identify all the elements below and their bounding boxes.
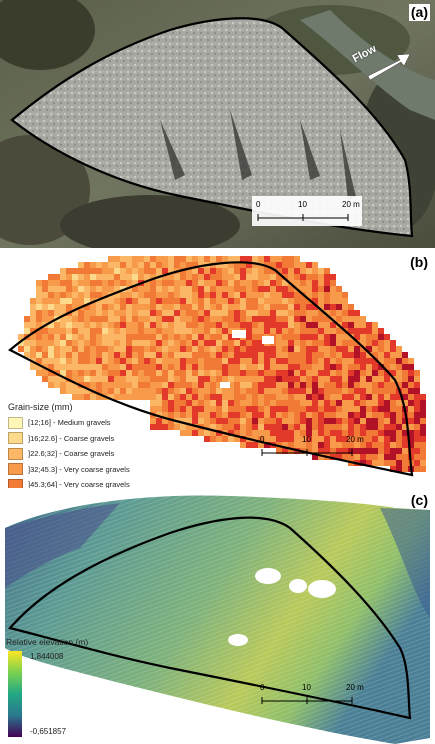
grain-legend-swatch [8, 463, 23, 475]
panel-b-label: (b) [408, 254, 430, 271]
grain-legend-swatch [8, 416, 23, 429]
scale-tick-10: 10 [302, 683, 311, 692]
elevation-max-value: 1,844008 [30, 652, 64, 661]
grain-legend-label: ]45.3;64] - Very coarse gravels [28, 480, 130, 488]
orthophoto-image [0, 0, 435, 248]
grainsize-cells [18, 256, 426, 472]
scale-bar-c: 0 10 20 m [260, 683, 364, 704]
scale-tick-0: 0 [260, 435, 265, 444]
panel-c-elevation-map: Relative elevation (m) 1,844008 -0,65185… [0, 488, 435, 744]
grain-legend-label: ]22.6;32] - Coarse gravels [28, 449, 115, 458]
scale-tick-20: 20 m [346, 683, 364, 692]
grain-legend-swatch [8, 478, 23, 488]
scale-tick-0: 0 [256, 200, 261, 209]
elevation-legend-title: Relative elevation (m) [6, 637, 89, 647]
grain-legend-item: ]45.3;64] - Very coarse gravels [8, 478, 130, 488]
grain-legend-item: ]32;45.3] - Very coarse gravels [8, 463, 130, 475]
panel-c-label: (c) [408, 492, 430, 509]
elevation-colorbar [8, 651, 22, 737]
grain-legend-title: Grain-size (mm) [8, 402, 73, 412]
grainsize-outline [8, 261, 414, 477]
panel-a-orthophoto: Flow 0 10 20 m (a) [0, 0, 435, 248]
scale-tick-20: 20 m [346, 435, 364, 444]
scale-bar-b-graphic [261, 449, 353, 456]
scale-bar-c-graphic [261, 697, 353, 704]
scale-tick-20: 20 m [342, 200, 360, 209]
grain-legend-swatch [8, 447, 23, 460]
scale-tick-0: 0 [260, 683, 265, 692]
grain-legend-item: ]22.6;32] - Coarse gravels [8, 447, 115, 460]
grain-legend-label: ]32;45.3] - Very coarse gravels [28, 464, 130, 474]
panel-b-grainsize-map: Grain-size (mm) [12;16] - Medium gravels… [0, 250, 435, 488]
scale-bar-a: 0 10 20 m [256, 200, 360, 221]
grain-legend-label: [12;16] - Medium gravels [28, 418, 111, 427]
scale-bar-a-box [252, 196, 362, 226]
grain-legend-swatch [8, 432, 23, 444]
elevation-raster [5, 495, 430, 744]
scale-bar-a-graphic [257, 214, 349, 221]
grain-legend-item: ]16;22.6] - Coarse gravels [8, 432, 115, 444]
scale-tick-10: 10 [302, 435, 311, 444]
panel-a-label: (a) [408, 4, 430, 21]
elevation-min-value: -0,651857 [30, 727, 67, 736]
scale-tick-10: 10 [298, 200, 307, 209]
scale-bar-b: 0 10 20 m [260, 435, 364, 456]
grain-legend-label: ]16;22.6] - Coarse gravels [28, 433, 115, 443]
grainsize-raster [8, 256, 426, 477]
grain-legend-item: [12;16] - Medium gravels [8, 416, 111, 429]
